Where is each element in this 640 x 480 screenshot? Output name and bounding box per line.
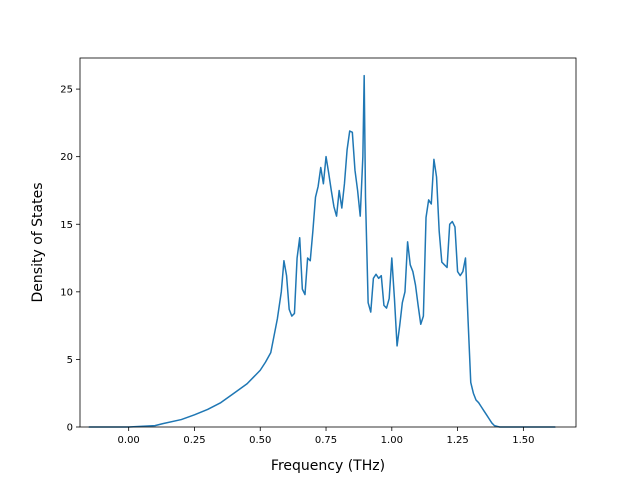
y-axis-label: Density of States [30,183,46,303]
y-tick-label: 5 [67,355,73,366]
y-tick-label: 20 [60,152,73,163]
axes-frame [79,57,577,428]
x-axis-label: Frequency (THz) [271,458,385,474]
x-tick-label: 1.00 [381,435,403,446]
x-tick-label: 0.25 [183,435,205,446]
x-tick-label: 0.00 [118,435,140,446]
x-tick-label: 0.50 [249,435,271,446]
plot-area [88,74,556,428]
y-tick-label: 0 [67,423,73,434]
y-axis-ticks: 0 5 10 15 20 25 [60,85,80,434]
x-tick-label: 0.75 [315,435,337,446]
x-tick-label: 1.25 [446,435,468,446]
y-tick-label: 10 [60,287,73,298]
x-axis-ticks: 0.00 0.25 0.50 0.75 1.00 1.25 1.50 [118,427,535,446]
dos-series-line [88,74,556,428]
y-tick-label: 15 [60,220,73,231]
x-tick-label: 1.50 [512,435,534,446]
y-tick-label: 25 [60,85,73,96]
